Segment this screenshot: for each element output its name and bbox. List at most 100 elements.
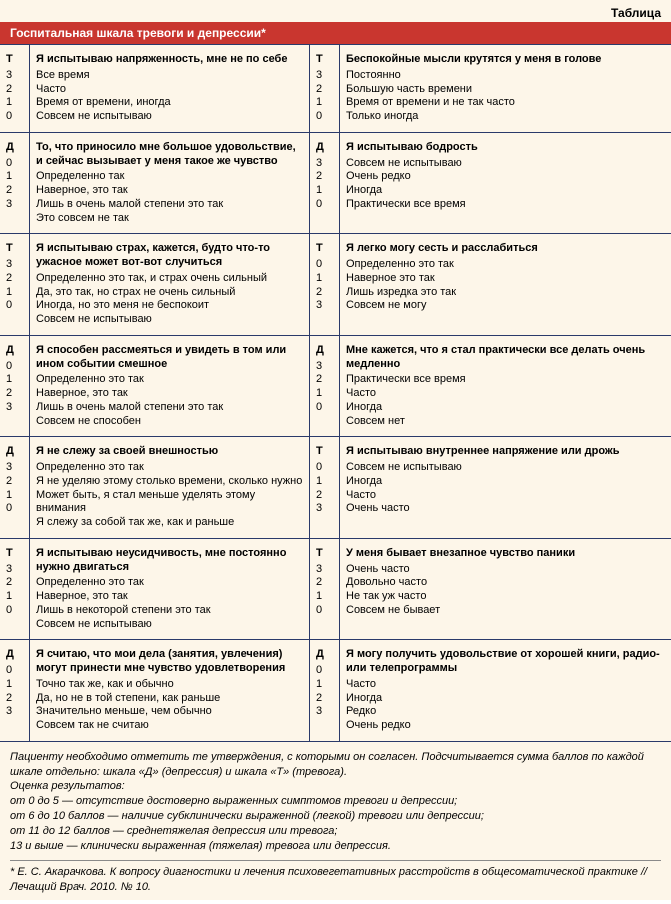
scale-code: Д: [6, 344, 23, 358]
score-value: 3: [316, 502, 333, 516]
score-value: 3: [6, 69, 23, 83]
answer-option: Часто: [36, 83, 303, 97]
score-column: Д0123: [0, 335, 30, 437]
answer-option: Иногда: [346, 692, 665, 706]
question-prompt: Я легко могу сесть и расслабиться: [346, 242, 665, 256]
answer-option: Практически все время: [346, 198, 665, 212]
answer-option: Определенно это так: [36, 576, 303, 590]
questionnaire-grid: Т3210Я испытываю напряженность, мне не п…: [0, 44, 671, 741]
footer-notes: Пациенту необходимо отметить те утвержде…: [0, 741, 671, 901]
score-value: 3: [6, 198, 23, 212]
score-column: Т3210: [0, 538, 30, 640]
score-value: 3: [316, 705, 333, 719]
score-value: 0: [6, 664, 23, 678]
score-column: Д0123: [0, 132, 30, 234]
score-column: Д0123: [0, 639, 30, 741]
question-prompt: Я испытываю бодрость: [346, 141, 665, 155]
answer-option: Совсем не могу: [346, 299, 665, 313]
score-value: 1: [6, 286, 23, 300]
answer-option: Часто: [346, 387, 665, 401]
answer-option: Да, это так, но страх не очень сильный: [36, 286, 303, 300]
answer-option: Очень редко: [346, 170, 665, 184]
answer-option: Часто: [346, 678, 665, 692]
answer-option: Наверное это так: [346, 272, 665, 286]
answer-option: Совсем не бывает: [346, 604, 665, 618]
answer-option: Наверное, это так: [36, 387, 303, 401]
score-value: 0: [316, 198, 333, 212]
score-value: 3: [6, 258, 23, 272]
answer-option: Часто: [346, 489, 665, 503]
score-value: 2: [316, 576, 333, 590]
answer-option: Да, но не в той степени, как раньше: [36, 692, 303, 706]
answer-option: Значительно меньше, чем обычно: [36, 705, 303, 719]
scale-code: Д: [316, 141, 333, 155]
score-value: 1: [6, 489, 23, 503]
score-value: 2: [6, 475, 23, 489]
answer-option: Совсем нет: [346, 415, 665, 429]
answer-option: Совсем не испытываю: [36, 313, 303, 327]
score-value: 0: [316, 664, 333, 678]
answer-option: Это совсем не так: [36, 212, 303, 226]
answer-option: Совсем так не считаю: [36, 719, 303, 733]
answer-option: Все время: [36, 69, 303, 83]
answer-option: Определенно это так: [36, 461, 303, 475]
answer-option: Определенно это так: [346, 258, 665, 272]
score-value: 0: [316, 604, 333, 618]
reference-citation: * Е. С. Акарачкова. К вопросу диагностик…: [10, 860, 661, 895]
footer-line: от 6 до 10 баллов — наличие субклиническ…: [10, 809, 661, 824]
score-value: 2: [316, 489, 333, 503]
answer-option: Лишь в очень малой степени это так: [36, 198, 303, 212]
question-prompt: Я испытываю внутреннее напряжение или др…: [346, 445, 665, 459]
score-value: 2: [6, 387, 23, 401]
score-value: 1: [6, 590, 23, 604]
score-value: 2: [6, 83, 23, 97]
score-value: 1: [316, 590, 333, 604]
score-value: 0: [316, 401, 333, 415]
scale-code: Д: [6, 445, 23, 459]
scale-code: Т: [6, 547, 23, 561]
question-prompt: У меня бывает внезапное чувство паники: [346, 547, 665, 561]
score-value: 2: [6, 184, 23, 198]
answer-option: Довольно часто: [346, 576, 665, 590]
answer-option: Совсем не испытываю: [346, 461, 665, 475]
scale-code: Т: [316, 445, 333, 459]
question-column: Мне кажется, что я стал практически все …: [340, 335, 671, 437]
question-prompt: Беспокойные мысли крутятся у меня в голо…: [346, 53, 665, 67]
score-value: 2: [316, 83, 333, 97]
question-prompt: Я могу получить удовольствие от хорошей …: [346, 648, 665, 676]
footer-line: от 0 до 5 — отсутствие достоверно выраже…: [10, 794, 661, 809]
answer-option: Время от времени и не так часто: [346, 96, 665, 110]
score-value: 3: [6, 705, 23, 719]
question-column: Я считаю, что мои дела (занятия, увлечен…: [30, 639, 310, 741]
question-prompt: Я способен рассмеяться и увидеть в том и…: [36, 344, 303, 372]
score-column: Т3210: [310, 538, 340, 640]
question-column: То, что приносило мне большое удовольств…: [30, 132, 310, 234]
scale-code: Д: [6, 648, 23, 662]
score-column: Д3210: [310, 335, 340, 437]
score-value: 0: [316, 461, 333, 475]
answer-option: Совсем не испытываю: [346, 157, 665, 171]
question-prompt: Я не слежу за своей внешностью: [36, 445, 303, 459]
score-value: 0: [6, 299, 23, 313]
question-prompt: Я испытываю напряженность, мне не по себ…: [36, 53, 303, 67]
score-value: 2: [6, 576, 23, 590]
score-value: 3: [316, 69, 333, 83]
question-prompt: Я испытываю неусидчивость, мне постоянно…: [36, 547, 303, 575]
score-column: Д3210: [310, 132, 340, 234]
footer-line: Пациенту необходимо отметить те утвержде…: [10, 750, 661, 780]
score-value: 2: [316, 170, 333, 184]
score-value: 0: [6, 604, 23, 618]
answer-option: Я не уделяю этому столько времени, сколь…: [36, 475, 303, 489]
answer-option: Иногда: [346, 401, 665, 415]
score-value: 0: [316, 110, 333, 124]
score-value: 0: [6, 502, 23, 516]
question-column: Беспокойные мысли крутятся у меня в голо…: [340, 44, 671, 132]
score-value: 2: [6, 692, 23, 706]
score-value: 2: [6, 272, 23, 286]
question-prompt: Мне кажется, что я стал практически все …: [346, 344, 665, 372]
question-column: Я испытываю неусидчивость, мне постоянно…: [30, 538, 310, 640]
answer-option: Определенно это так, и страх очень сильн…: [36, 272, 303, 286]
question-column: У меня бывает внезапное чувство паникиОч…: [340, 538, 671, 640]
answer-option: Лишь в очень малой степени это так: [36, 401, 303, 415]
answer-option: Время от времени, иногда: [36, 96, 303, 110]
